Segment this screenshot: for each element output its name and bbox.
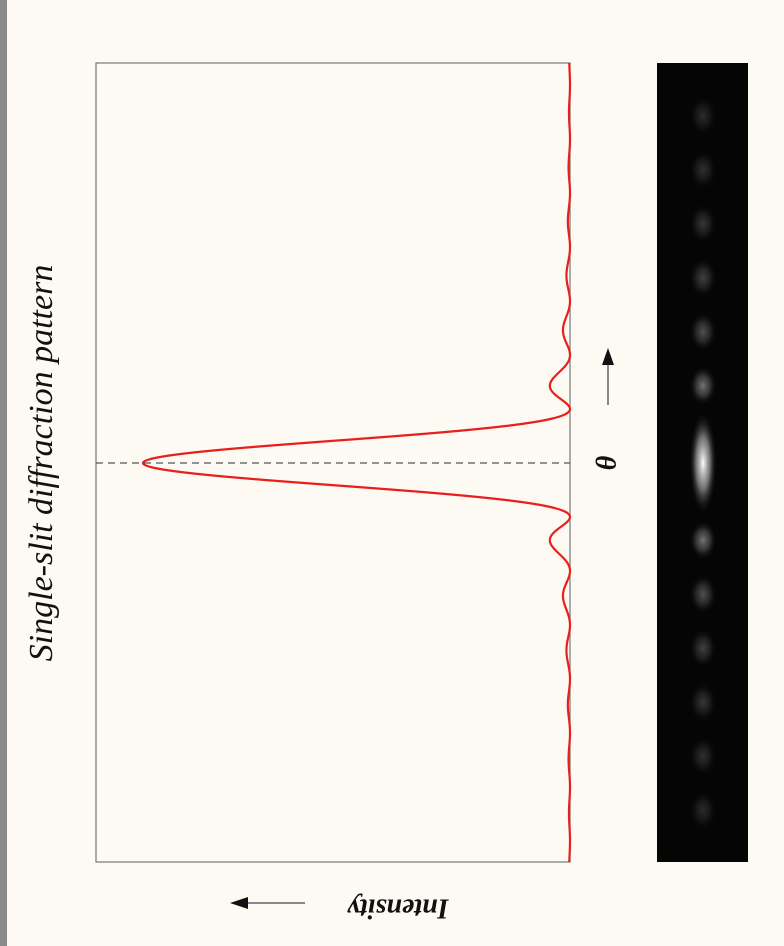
pattern-spot xyxy=(689,258,717,298)
diffraction-diagram: Single-slit diffraction pattern θ Intens… xyxy=(0,0,784,946)
title: Single-slit diffraction pattern xyxy=(23,265,60,662)
pattern-spot xyxy=(689,150,717,190)
x-label: θ xyxy=(591,455,622,470)
pattern-spot xyxy=(689,411,717,515)
pattern-spot xyxy=(689,204,717,244)
pattern-spot xyxy=(689,628,717,668)
pattern-spot xyxy=(689,520,717,560)
pattern-spot xyxy=(689,366,717,406)
pattern-spot xyxy=(689,682,717,722)
pattern-spot xyxy=(689,312,717,352)
pattern-spot xyxy=(689,790,717,830)
y-label: Intensity xyxy=(347,893,450,924)
pattern-spot xyxy=(689,96,717,136)
pattern-spot xyxy=(689,736,717,776)
left-edge xyxy=(0,0,7,946)
pattern-spot xyxy=(689,574,717,614)
